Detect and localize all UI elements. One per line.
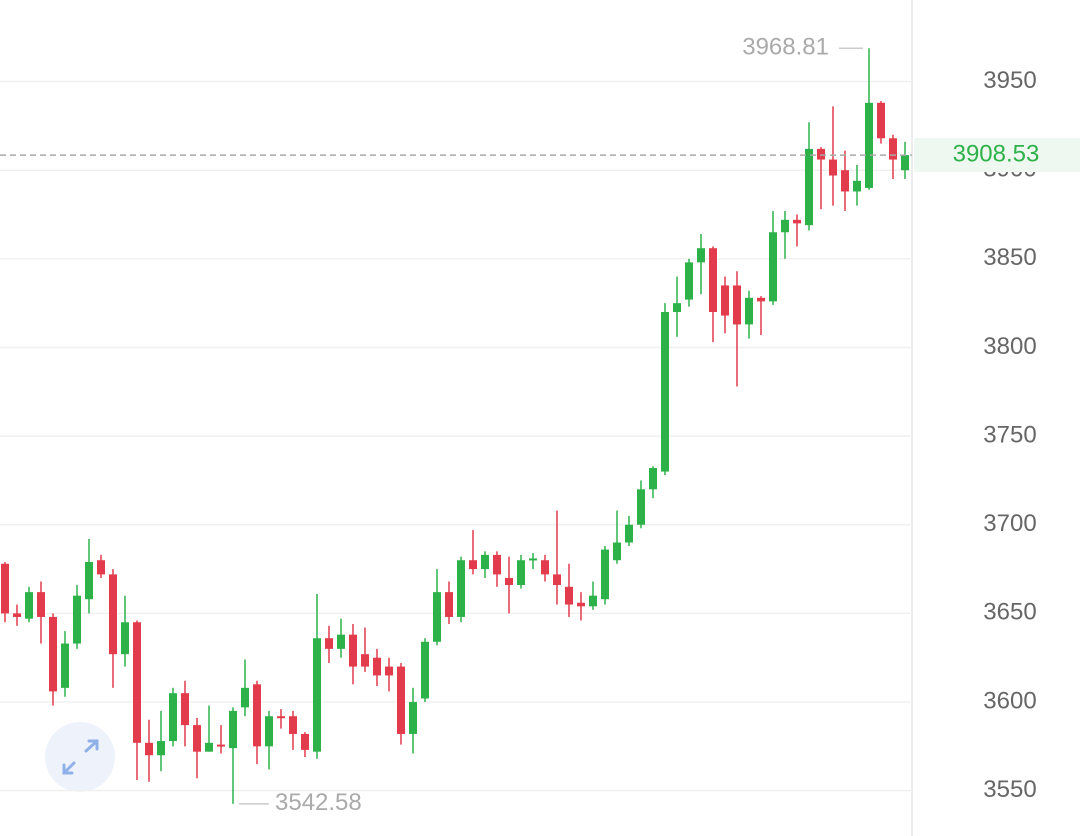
candle-body <box>181 693 189 726</box>
candle-body <box>601 549 609 600</box>
candle-body <box>805 148 813 226</box>
candle-body <box>853 180 861 192</box>
y-tick-label: 3700 <box>983 510 1036 537</box>
candle-body <box>193 725 201 752</box>
max-label: 3968.81 <box>742 34 829 61</box>
candle-body <box>49 616 57 692</box>
candle-body <box>877 102 885 139</box>
candle-body <box>241 687 249 708</box>
candle-body <box>73 595 81 644</box>
candle-body <box>457 560 465 617</box>
candle-body <box>769 232 777 302</box>
candle-body <box>817 148 825 160</box>
candle-body <box>589 595 597 607</box>
candle-body <box>397 666 405 734</box>
candle-body <box>565 586 573 605</box>
expand-icon <box>62 739 99 775</box>
candle-body <box>793 219 801 224</box>
candle-body <box>757 297 765 302</box>
candle-body <box>865 102 873 188</box>
candle-body <box>661 312 669 472</box>
candle-body <box>625 524 633 543</box>
candle-body <box>85 561 93 600</box>
candle-body <box>637 489 645 525</box>
candle-body <box>25 592 33 619</box>
candle-body <box>349 634 357 667</box>
candle-body <box>301 733 309 750</box>
candle-body <box>577 602 585 607</box>
candle-body <box>313 638 321 752</box>
candle-body <box>373 657 381 676</box>
candle-body <box>289 716 297 734</box>
candle-body <box>721 285 729 316</box>
min-label: 3542.58 <box>275 789 362 816</box>
candle-body <box>229 710 237 749</box>
candle-body <box>841 170 849 192</box>
candle-body <box>517 560 525 586</box>
candle-body <box>889 138 897 160</box>
expand-button[interactable] <box>45 722 115 792</box>
candle-body <box>829 159 837 176</box>
y-tick-label: 3850 <box>983 244 1036 271</box>
candle-body <box>553 574 561 586</box>
candle-body <box>493 554 501 575</box>
candle-body <box>649 468 657 490</box>
y-tick-label: 3950 <box>983 67 1036 94</box>
candle-body <box>217 744 225 747</box>
candle-body <box>529 558 537 561</box>
candle-body <box>613 542 621 561</box>
candle-body <box>385 666 393 676</box>
candle-body <box>97 560 105 575</box>
y-tick-label: 3600 <box>983 687 1036 714</box>
candle-body <box>109 574 117 655</box>
candle-body <box>13 613 21 617</box>
candle-body <box>685 262 693 300</box>
candle-body <box>37 592 45 617</box>
candle-body <box>145 742 153 756</box>
candle-body <box>901 155 909 171</box>
candle-body <box>433 592 441 642</box>
candle-body <box>505 577 513 586</box>
candle-body <box>133 622 141 743</box>
candle-body <box>481 554 489 570</box>
candle-body <box>445 592 453 617</box>
current-price-box <box>914 138 1080 173</box>
candle-body <box>277 716 285 719</box>
candle-body <box>409 702 417 734</box>
candle-body <box>205 742 213 752</box>
candle-body <box>361 654 369 667</box>
candle-body <box>1 563 9 614</box>
y-tick-label: 3750 <box>983 421 1036 448</box>
candle-body <box>541 560 549 575</box>
candle-body <box>169 693 177 742</box>
candle-body <box>745 297 753 325</box>
candle-body <box>265 716 273 747</box>
candle-body <box>61 643 69 688</box>
candle-body <box>697 248 705 263</box>
y-tick-label: 3550 <box>983 776 1036 803</box>
candle-body <box>733 285 741 325</box>
current-price-label: 3908.53 <box>953 140 1040 167</box>
candle-body <box>673 303 681 313</box>
candle-body <box>157 741 165 756</box>
candle-body <box>325 638 333 649</box>
candle-body <box>421 641 429 699</box>
candle-body <box>121 622 129 655</box>
candle-body <box>337 634 345 649</box>
candle-body <box>709 248 717 313</box>
y-tick-label: 3650 <box>983 599 1036 626</box>
candle-body <box>469 560 477 570</box>
candle-body <box>253 684 261 747</box>
y-tick-label: 3800 <box>983 333 1036 360</box>
candle-body <box>781 219 789 233</box>
